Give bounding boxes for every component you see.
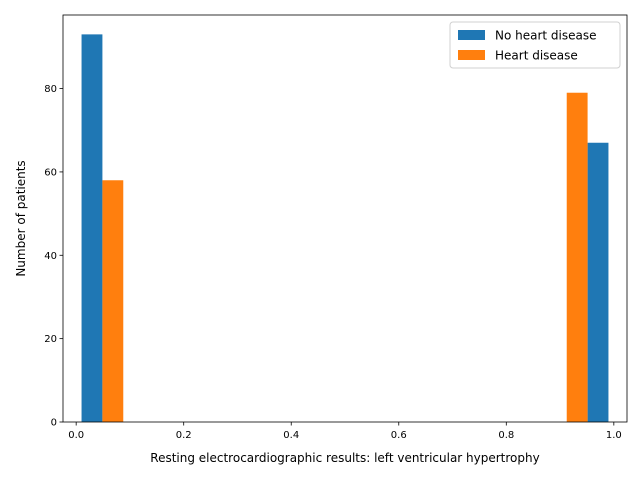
x-tick-label: 0.0 xyxy=(68,430,84,441)
legend-swatch xyxy=(458,50,485,60)
legend-swatch xyxy=(458,30,485,40)
bar-series-1-0 xyxy=(102,180,124,422)
y-axis-label: Number of patients xyxy=(14,160,28,276)
bar-series-0-0 xyxy=(81,34,103,422)
x-axis-label: Resting electrocardiographic results: le… xyxy=(150,451,539,465)
y-tick-label: 20 xyxy=(44,334,57,345)
y-tick-label: 80 xyxy=(44,84,57,95)
x-tick-label: 0.8 xyxy=(498,430,514,441)
x-tick-label: 0.2 xyxy=(176,430,192,441)
legend-label: No heart disease xyxy=(495,29,597,43)
bars-layer xyxy=(81,34,609,423)
legend: No heart disease Heart disease xyxy=(449,21,621,69)
legend-frame xyxy=(449,21,621,69)
y-tick-label: 40 xyxy=(44,251,57,262)
y-tick-label: 60 xyxy=(44,167,57,178)
x-tick-label: 0.6 xyxy=(391,430,407,441)
legend-label: Heart disease xyxy=(495,49,578,63)
axes-frame xyxy=(62,14,628,423)
bar-series-0-1 xyxy=(587,142,609,423)
y-tick-label: 0 xyxy=(51,418,57,429)
x-tick-label: 1.0 xyxy=(606,430,622,441)
ticks-layer: 0.0 0.2 0.4 0.6 0.8 1.0 0 20 40 60 80 xyxy=(44,84,622,441)
bar-series-1-1 xyxy=(566,92,588,422)
x-tick-label: 0.4 xyxy=(283,430,299,441)
